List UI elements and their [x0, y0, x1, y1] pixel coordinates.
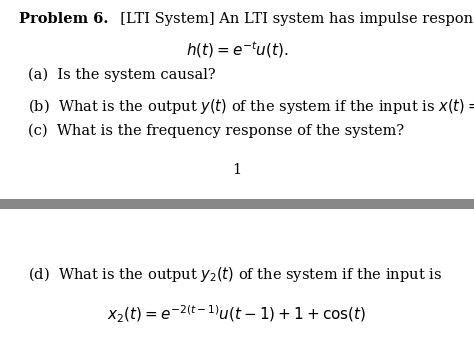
Text: $h(t) = e^{-t}u(t).$: $h(t) = e^{-t}u(t).$ — [186, 39, 288, 60]
Text: Problem 6.: Problem 6. — [19, 12, 109, 26]
Text: 1: 1 — [232, 163, 242, 177]
Text: (b)  What is the output $y(t)$ of the system if the input is $x(t) = e^{-2t}u(t): (b) What is the output $y(t)$ of the sys… — [28, 95, 474, 117]
Text: $x_2(t) = e^{-2(t-1)}u(t-1) + 1 + \cos(t)$: $x_2(t) = e^{-2(t-1)}u(t-1) + 1 + \cos(t… — [108, 304, 366, 325]
Text: (d)  What is the output $y_2(t)$ of the system if the input is: (d) What is the output $y_2(t)$ of the s… — [28, 265, 443, 284]
Text: [LTI System] An LTI system has impulse response given by: [LTI System] An LTI system has impulse r… — [111, 12, 474, 26]
Bar — [0, 199, 474, 209]
Text: (c)  What is the frequency response of the system?: (c) What is the frequency response of th… — [28, 124, 405, 138]
Text: (a)  Is the system causal?: (a) Is the system causal? — [28, 68, 216, 82]
